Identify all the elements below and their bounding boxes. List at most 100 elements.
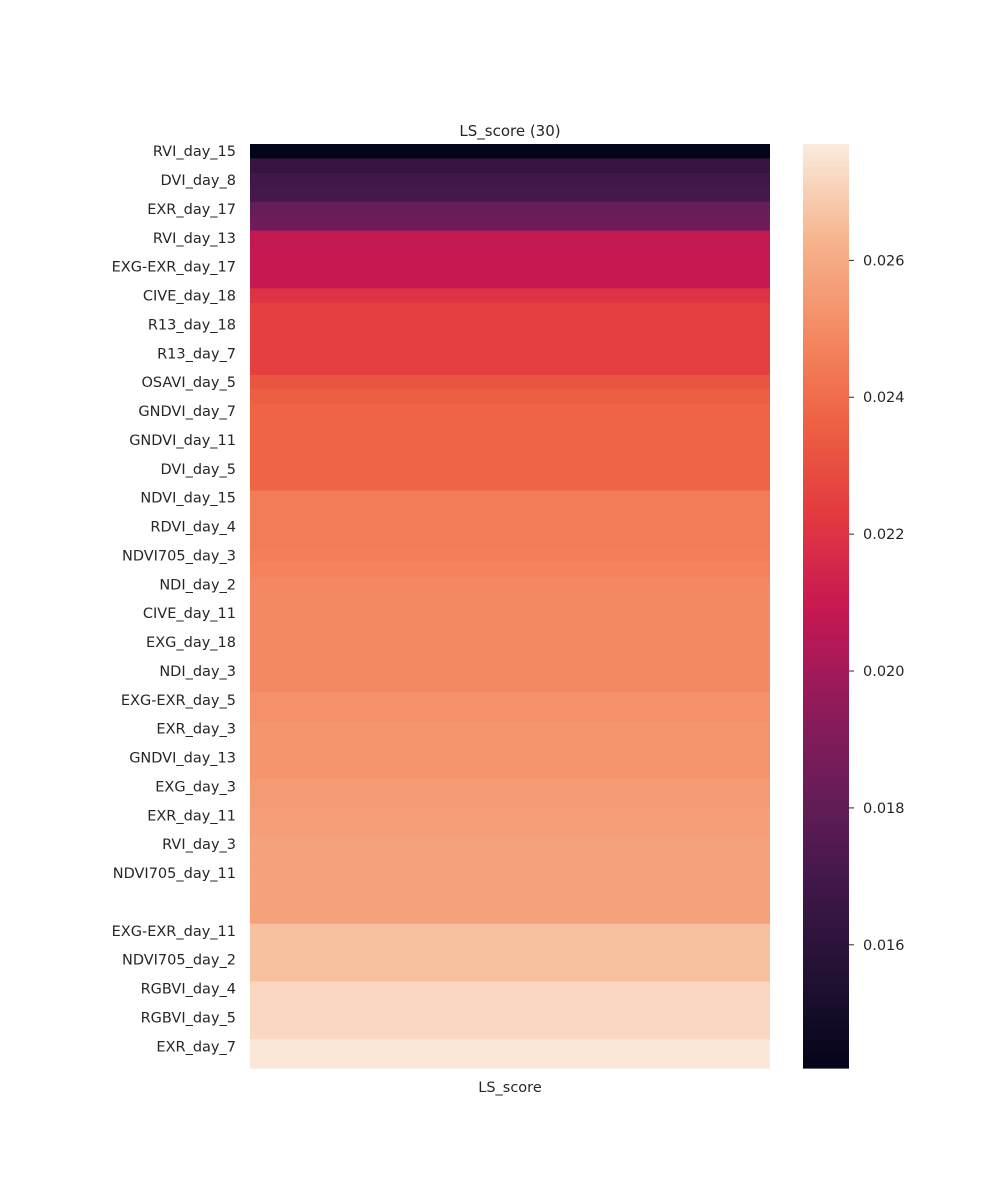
colorbar-segment xyxy=(803,920,849,926)
colorbar-segment xyxy=(803,698,849,704)
colorbar-segment xyxy=(803,407,849,413)
heatmap-cell xyxy=(250,779,770,795)
colorbar-segment xyxy=(803,227,849,233)
colorbar-segment xyxy=(803,504,849,510)
colorbar-segment xyxy=(803,869,849,875)
heatmap-cell xyxy=(250,548,770,564)
row-label: RDVI_day_4 xyxy=(150,520,236,536)
colorbar-segment xyxy=(803,661,849,667)
row-label: CIVE_day_18 xyxy=(143,289,236,305)
colorbar-segment xyxy=(803,596,849,602)
colorbar-segment xyxy=(803,675,849,681)
colorbar-segment xyxy=(803,448,849,455)
colorbar-segment xyxy=(803,633,849,639)
colorbar xyxy=(803,144,849,1069)
colorbar-segment xyxy=(803,781,849,787)
colorbar-segment xyxy=(803,204,849,210)
colorbar-segment xyxy=(803,606,849,612)
colorbar-segment xyxy=(803,347,849,353)
colorbar-segment xyxy=(803,185,849,191)
colorbar-segment xyxy=(803,837,849,843)
heatmap-cell xyxy=(250,735,770,751)
row-label: R13_day_18 xyxy=(148,317,236,333)
colorbar-segment xyxy=(803,559,849,566)
heatmap-cell xyxy=(250,750,770,766)
heatmap-cell xyxy=(250,302,770,318)
colorbar-segment xyxy=(803,800,849,806)
heatmap-cell xyxy=(250,894,770,910)
colorbar-segment xyxy=(803,236,849,242)
row-label: DVI_day_5 xyxy=(160,462,236,478)
heatmap-cell xyxy=(250,577,770,593)
colorbar-segment xyxy=(803,679,849,686)
colorbar-segment xyxy=(803,915,849,921)
row-label: GNDVI_day_13 xyxy=(129,751,236,767)
colorbar-segment xyxy=(803,421,849,427)
colorbar-segment xyxy=(803,245,849,251)
colorbar-segment xyxy=(803,763,849,769)
colorbar-segment xyxy=(803,670,849,676)
colorbar-segment xyxy=(803,855,849,861)
row-label: OSAVI_day_5 xyxy=(142,375,236,391)
colorbar-segment xyxy=(803,375,849,381)
colorbar-segment xyxy=(803,481,849,487)
colorbar-segment xyxy=(803,365,849,371)
heatmap-cell xyxy=(250,519,770,535)
colorbar-segment xyxy=(803,943,849,949)
colorbar-segment xyxy=(803,277,849,284)
colorbar-segment xyxy=(803,693,849,699)
row-label: EXR_day_17 xyxy=(147,202,236,218)
heatmap-cell xyxy=(250,837,770,853)
heatmap-cell xyxy=(250,562,770,578)
colorbar-segment xyxy=(803,264,849,270)
row-label: NDVI705_day_2 xyxy=(122,953,236,969)
heatmap-cell xyxy=(250,764,770,780)
colorbar-segment xyxy=(803,564,849,570)
colorbar-segment xyxy=(803,726,849,732)
heatmap-cell xyxy=(250,476,770,492)
colorbar-tick-label: 0.020 xyxy=(863,664,905,680)
heatmap-cell xyxy=(250,1053,770,1069)
colorbar-segment xyxy=(803,388,849,395)
colorbar-segment xyxy=(803,356,849,362)
colorbar-segment xyxy=(803,569,849,575)
colorbar-segment xyxy=(803,254,849,261)
heatmap-cell xyxy=(250,490,770,506)
heatmap-cell xyxy=(250,1039,770,1055)
heatmap-cell xyxy=(250,288,770,304)
colorbar-segment xyxy=(803,310,849,316)
colorbar-segment xyxy=(803,910,849,917)
colorbar-segment xyxy=(803,776,849,783)
heatmap-cell xyxy=(250,172,770,188)
colorbar-segment xyxy=(803,541,849,547)
colorbar-segment xyxy=(803,180,849,187)
colorbar-segment xyxy=(803,684,849,690)
colorbar-segment xyxy=(803,217,849,224)
colorbar-segment xyxy=(803,887,849,894)
colorbar-segment xyxy=(803,555,849,561)
colorbar-segment xyxy=(803,1017,849,1023)
colorbar-segment xyxy=(803,162,849,168)
colorbar-segment xyxy=(803,1054,849,1060)
colorbar-segment xyxy=(803,813,849,820)
colorbar-segment xyxy=(803,929,849,935)
colorbar-segment xyxy=(803,495,849,501)
colorbar-segment xyxy=(803,703,849,709)
colorbar-segment xyxy=(803,398,849,404)
heatmap-cell xyxy=(250,389,770,405)
heatmap-cell xyxy=(250,1010,770,1026)
colorbar-segment xyxy=(803,749,849,755)
heatmap-cell xyxy=(250,447,770,463)
colorbar-segment xyxy=(803,1021,849,1028)
colorbar-segment xyxy=(803,171,849,177)
colorbar-segment xyxy=(803,384,849,390)
heatmap-cell xyxy=(250,678,770,694)
colorbar-segment xyxy=(803,730,849,736)
colorbar-segment xyxy=(803,573,849,579)
colorbar-segment xyxy=(803,222,849,228)
colorbar-segment xyxy=(803,656,849,663)
heatmap-cell xyxy=(250,201,770,217)
colorbar-segment xyxy=(803,592,849,598)
colorbar-segment xyxy=(803,430,849,436)
